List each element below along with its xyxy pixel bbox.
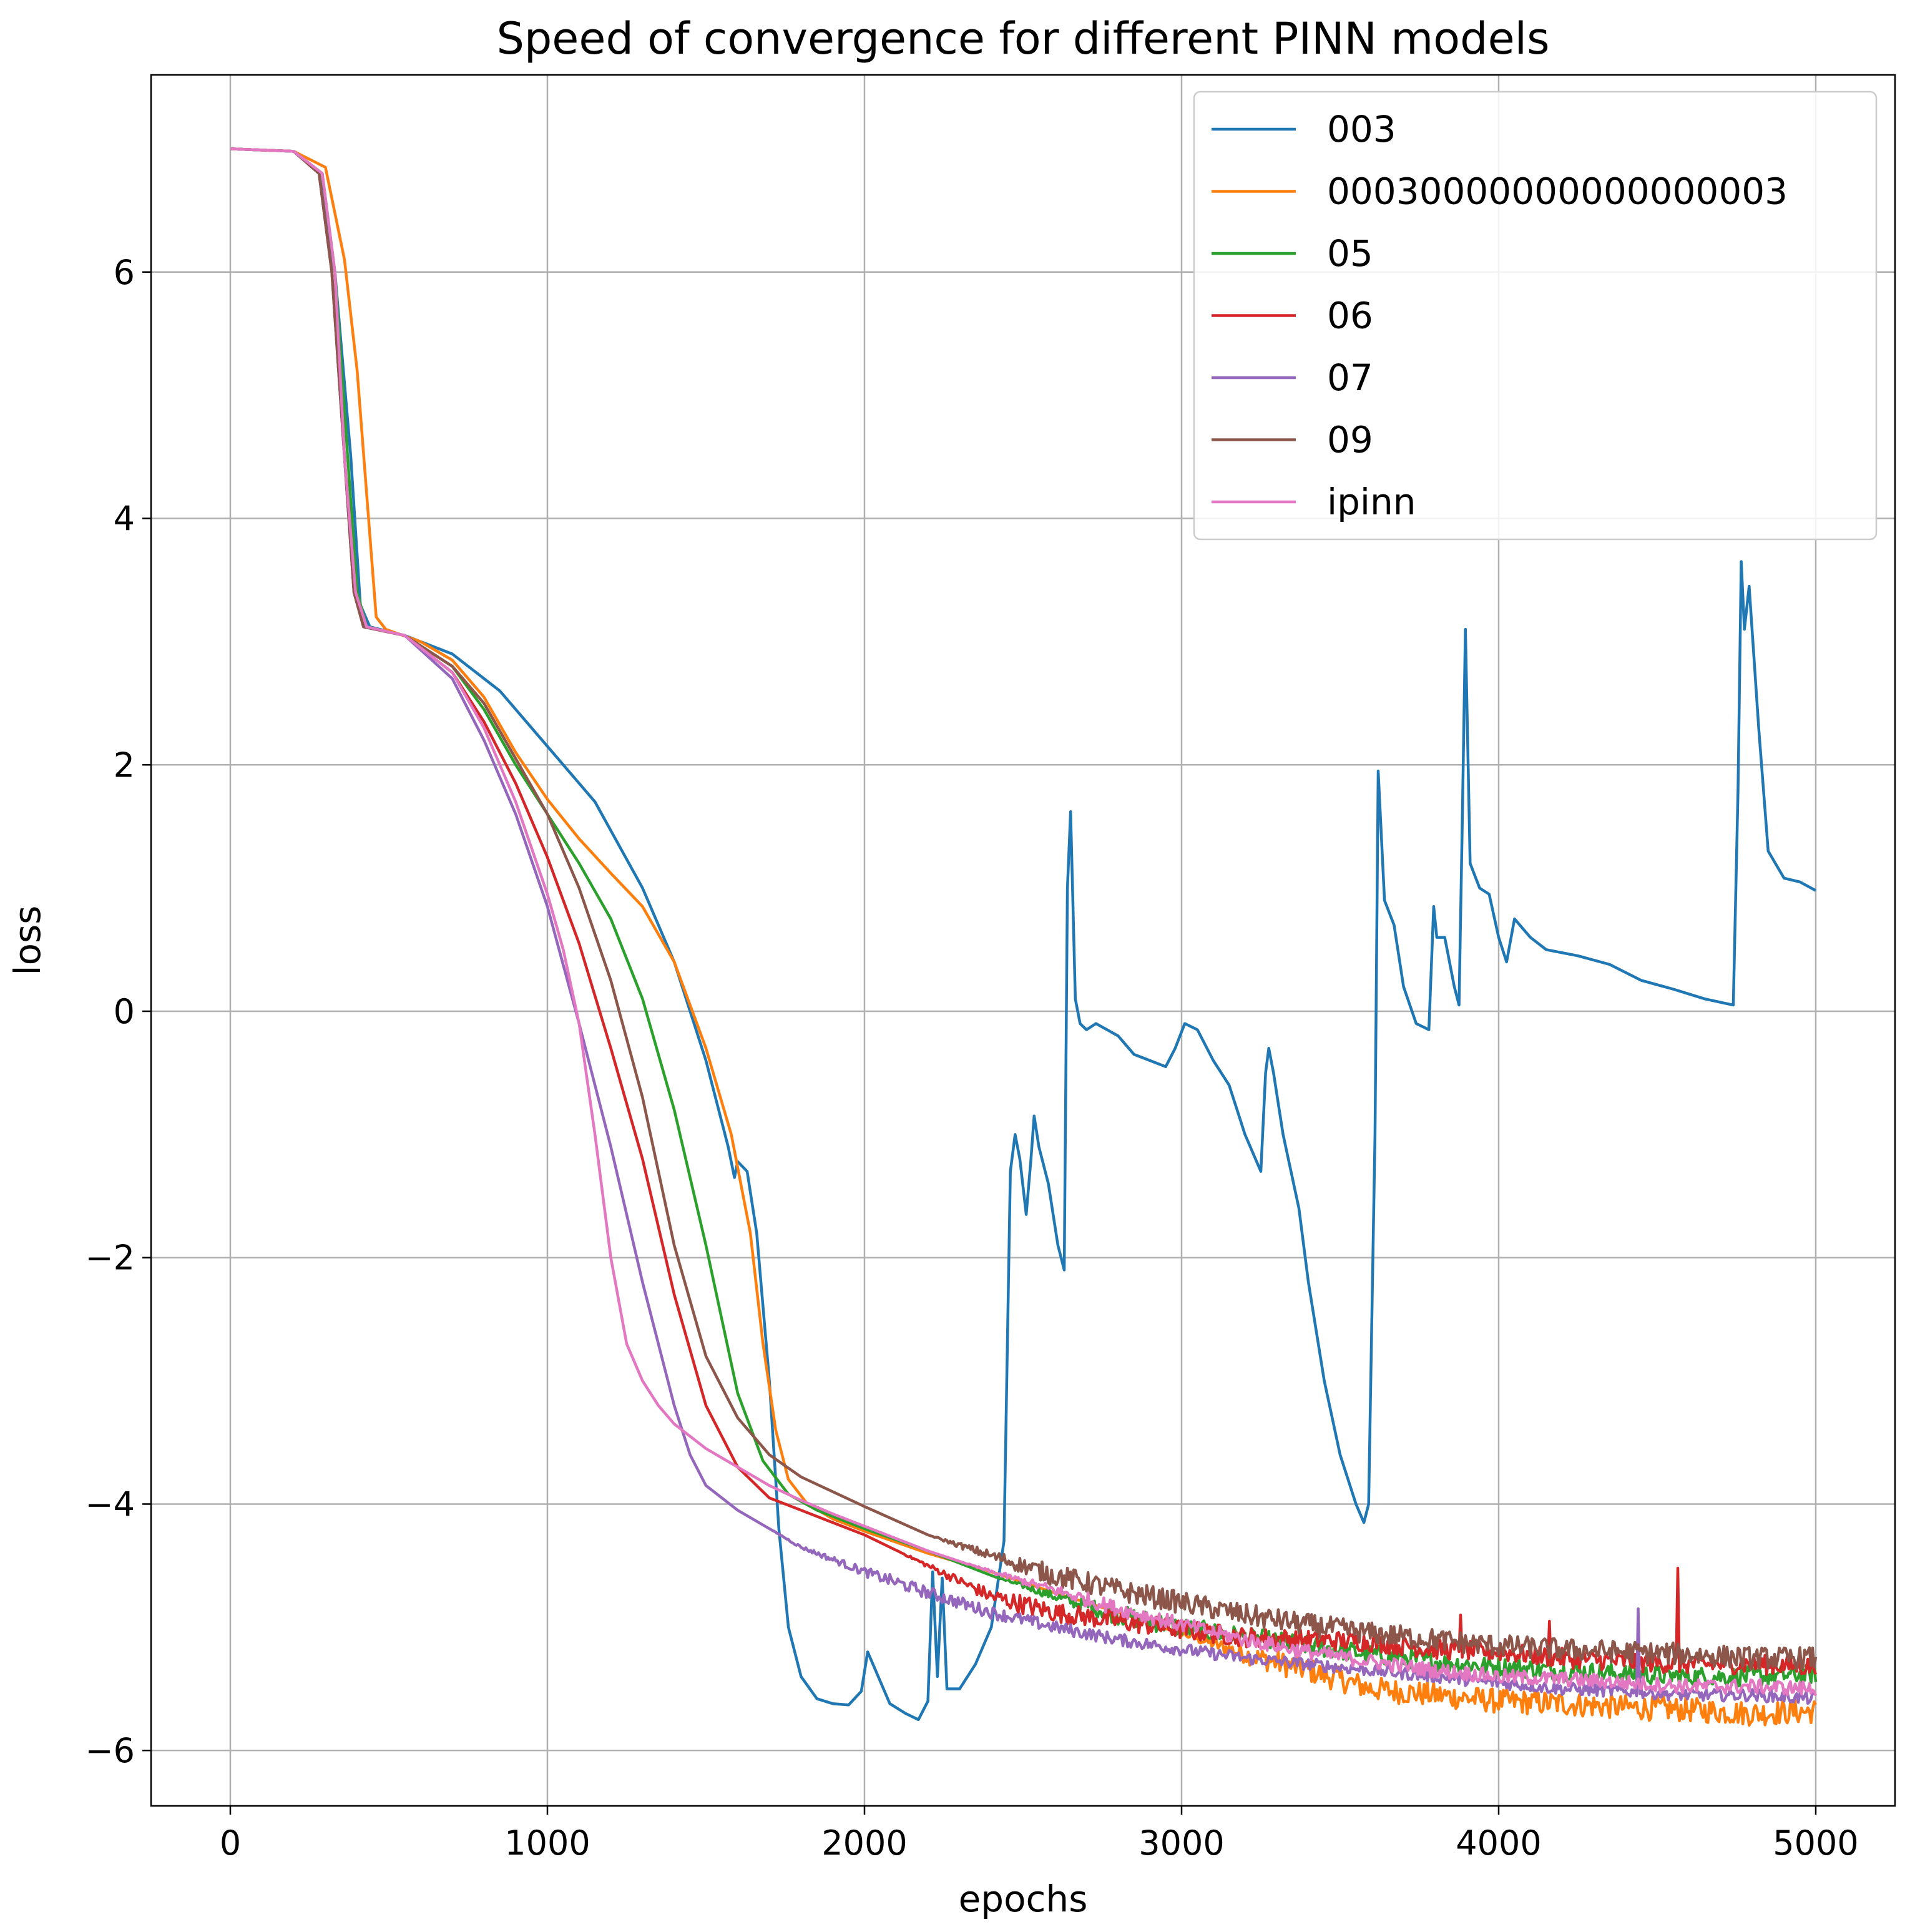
x-tick-label: 0 <box>220 1823 241 1863</box>
legend-label: 07 <box>1327 356 1373 399</box>
y-tick-label: 2 <box>114 745 135 785</box>
legend-label: 003 <box>1327 108 1396 150</box>
x-tick-label: 4000 <box>1456 1823 1541 1863</box>
axis-ticks: 0 1000 2000 3000 4000 5000 −6 −4 −2 0 2 4 6 <box>85 253 1858 1863</box>
y-tick-label: 0 <box>114 992 135 1031</box>
y-tick-label: 6 <box>114 253 135 292</box>
legend-label: 05 <box>1327 232 1373 275</box>
x-axis-label: epochs <box>959 1878 1088 1920</box>
y-tick-label: −6 <box>85 1731 135 1770</box>
series-line-00030000000000000003 <box>230 147 1817 1727</box>
legend-label: ipinn <box>1327 481 1416 523</box>
legend-label: 00030000000000000003 <box>1327 170 1788 213</box>
y-tick-label: 4 <box>114 499 135 539</box>
y-axis-label: loss <box>6 905 49 975</box>
x-tick-label: 1000 <box>504 1823 590 1863</box>
plot-frame <box>150 74 1896 1807</box>
series-line-003 <box>230 147 1817 1722</box>
legend-box <box>1193 91 1878 541</box>
x-tick-label: 3000 <box>1139 1823 1224 1863</box>
legend-label: 09 <box>1327 419 1373 461</box>
x-tick-label: 2000 <box>821 1823 907 1863</box>
legend: 003 00030000000000000003 05 06 07 09 ipinn <box>1193 91 1878 541</box>
plot-lines <box>230 147 1818 1727</box>
series-line-06 <box>230 147 1818 1676</box>
y-tick-label: −4 <box>85 1484 135 1524</box>
chart-title: Speed of convergence for different PINN … <box>496 13 1549 64</box>
x-tick-label: 5000 <box>1773 1823 1858 1863</box>
series-line-ipinn <box>230 147 1818 1697</box>
y-tick-label: −2 <box>85 1238 135 1278</box>
grid-lines <box>151 75 1895 1806</box>
series-line-09 <box>230 147 1818 1670</box>
series-line-07 <box>230 147 1816 1705</box>
legend-label: 06 <box>1327 295 1373 337</box>
